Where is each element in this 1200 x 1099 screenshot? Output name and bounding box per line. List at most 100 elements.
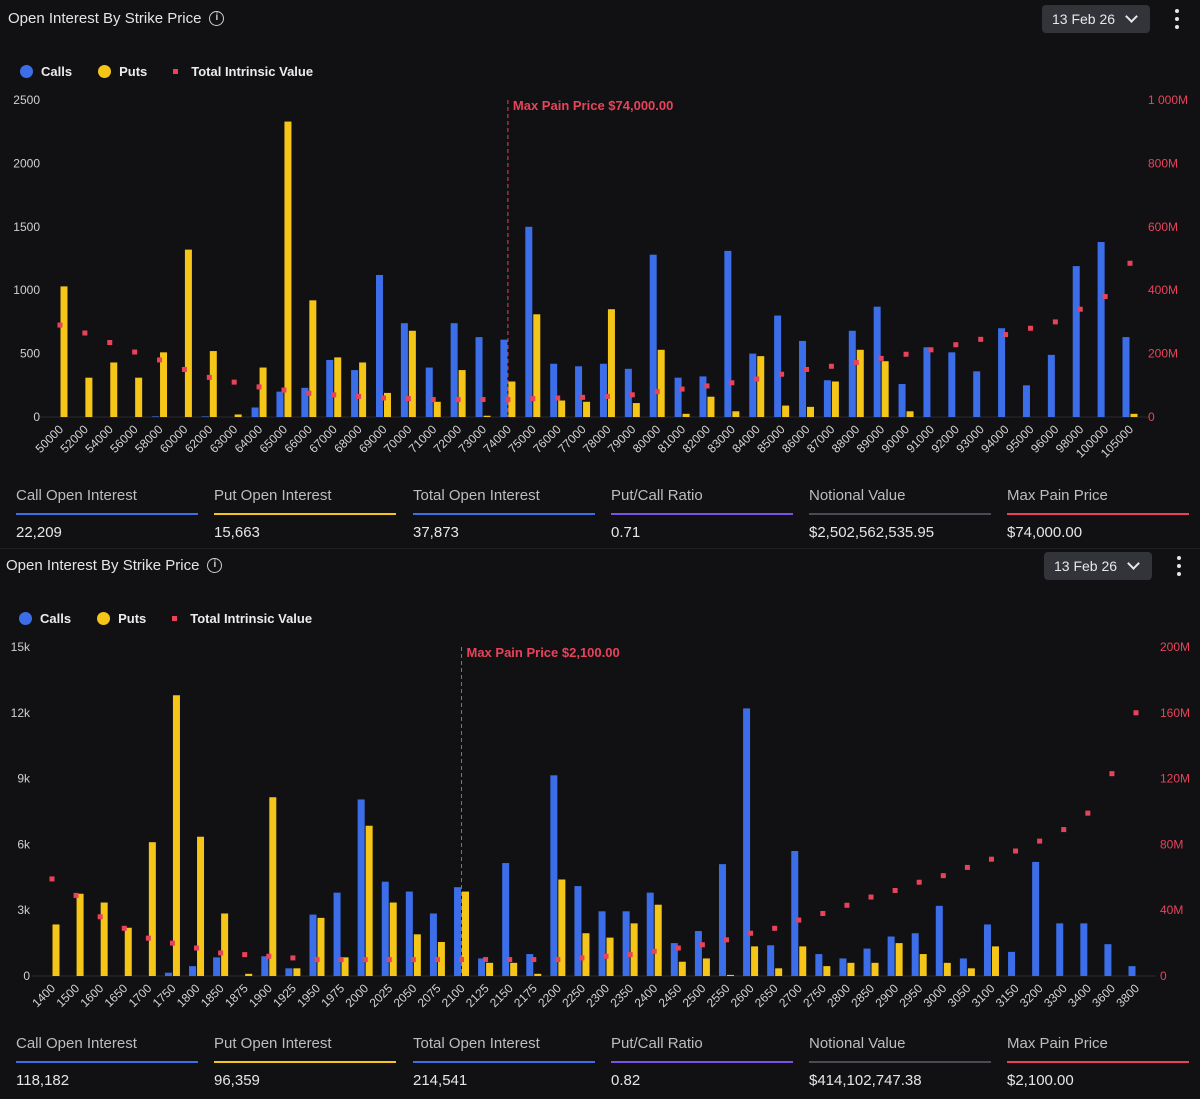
- point-tiv-1850[interactable]: [218, 950, 224, 956]
- bar-puts-105000[interactable]: [1130, 413, 1138, 417]
- point-tiv-1925[interactable]: [290, 955, 296, 961]
- point-tiv-67000[interactable]: [331, 392, 337, 398]
- point-tiv-3800[interactable]: [1133, 710, 1139, 716]
- bar-calls-2350[interactable]: [622, 911, 630, 976]
- point-tiv-1950[interactable]: [314, 957, 320, 963]
- bar-puts-52000[interactable]: [85, 377, 93, 417]
- point-tiv-70000[interactable]: [405, 396, 411, 402]
- bar-puts-2900[interactable]: [895, 943, 903, 976]
- bar-puts-3000[interactable]: [943, 962, 951, 976]
- point-tiv-90000[interactable]: [903, 351, 909, 357]
- bar-puts-63000[interactable]: [234, 414, 242, 417]
- bar-puts-2025[interactable]: [389, 902, 397, 976]
- bar-puts-62000[interactable]: [209, 351, 217, 417]
- bar-puts-1850[interactable]: [221, 913, 229, 976]
- bar-calls-83000[interactable]: [724, 250, 732, 417]
- point-tiv-2000[interactable]: [362, 957, 368, 963]
- bar-calls-1850[interactable]: [213, 957, 221, 976]
- bar-calls-2125[interactable]: [478, 958, 486, 976]
- bar-calls-3200[interactable]: [1032, 861, 1040, 976]
- point-tiv-2650[interactable]: [772, 925, 778, 931]
- bar-puts-1950[interactable]: [317, 917, 325, 976]
- bar-puts-76000[interactable]: [558, 400, 566, 417]
- bar-puts-2125[interactable]: [486, 962, 494, 976]
- bar-calls-3800[interactable]: [1128, 966, 1136, 976]
- point-tiv-93000[interactable]: [978, 336, 984, 342]
- date-select[interactable]: 13 Feb 26: [1042, 5, 1150, 33]
- bar-puts-87000[interactable]: [831, 381, 839, 417]
- bar-calls-77000[interactable]: [575, 366, 583, 417]
- bar-puts-78000[interactable]: [607, 309, 615, 417]
- bar-calls-100000[interactable]: [1097, 242, 1105, 417]
- bar-calls-79000[interactable]: [624, 368, 632, 417]
- bar-calls-62000[interactable]: [201, 416, 209, 417]
- point-tiv-91000[interactable]: [928, 347, 934, 353]
- point-tiv-81000[interactable]: [679, 386, 685, 392]
- bar-puts-2750[interactable]: [823, 966, 831, 976]
- bar-puts-77000[interactable]: [583, 401, 591, 417]
- bar-calls-3600[interactable]: [1104, 944, 1112, 976]
- bar-calls-85000[interactable]: [774, 315, 782, 417]
- bar-calls-1975[interactable]: [333, 892, 341, 976]
- bar-puts-69000[interactable]: [383, 392, 391, 417]
- bar-puts-70000[interactable]: [408, 330, 416, 417]
- point-tiv-75000[interactable]: [530, 396, 536, 402]
- point-tiv-2250[interactable]: [579, 955, 585, 961]
- bar-calls-105000[interactable]: [1122, 337, 1130, 417]
- bar-calls-84000[interactable]: [749, 353, 757, 417]
- bar-calls-90000[interactable]: [898, 384, 906, 417]
- bar-calls-73000[interactable]: [475, 337, 483, 417]
- bar-calls-2300[interactable]: [598, 911, 606, 976]
- bar-calls-86000[interactable]: [799, 340, 807, 417]
- bar-calls-65000[interactable]: [276, 391, 284, 417]
- bar-puts-2175[interactable]: [534, 973, 542, 976]
- point-tiv-54000[interactable]: [107, 340, 113, 346]
- bar-calls-2400[interactable]: [646, 892, 654, 976]
- bar-calls-96000[interactable]: [1047, 354, 1055, 417]
- point-tiv-2900[interactable]: [892, 887, 898, 893]
- point-tiv-98000[interactable]: [1077, 306, 1083, 312]
- bar-puts-1400[interactable]: [52, 924, 60, 976]
- point-tiv-1975[interactable]: [338, 957, 344, 963]
- bar-puts-2150[interactable]: [510, 962, 518, 976]
- legend-item-calls[interactable]: Calls: [19, 611, 71, 626]
- point-tiv-100000[interactable]: [1102, 294, 1108, 300]
- info-icon[interactable]: i: [209, 11, 225, 26]
- point-tiv-58000[interactable]: [157, 357, 163, 363]
- bar-puts-1975[interactable]: [341, 957, 349, 976]
- point-tiv-1900[interactable]: [266, 953, 272, 959]
- bar-calls-98000[interactable]: [1072, 266, 1080, 417]
- point-tiv-2950[interactable]: [916, 879, 922, 885]
- bar-puts-1925[interactable]: [293, 968, 301, 976]
- bar-calls-58000[interactable]: [152, 416, 160, 417]
- date-select[interactable]: 13 Feb 26: [1044, 552, 1152, 580]
- bar-calls-2075[interactable]: [429, 913, 437, 976]
- bar-calls-2500[interactable]: [694, 931, 702, 976]
- point-tiv-63000[interactable]: [231, 379, 237, 385]
- point-tiv-1750[interactable]: [169, 940, 175, 946]
- point-tiv-82000[interactable]: [704, 383, 710, 389]
- point-tiv-88000[interactable]: [853, 359, 859, 365]
- point-tiv-50000[interactable]: [57, 322, 63, 328]
- bar-calls-2050[interactable]: [405, 891, 413, 976]
- bar-puts-2250[interactable]: [582, 933, 590, 976]
- bar-calls-3100[interactable]: [983, 924, 991, 976]
- bar-puts-1900[interactable]: [269, 797, 277, 976]
- point-tiv-3600[interactable]: [1109, 771, 1115, 777]
- bar-puts-2950[interactable]: [919, 954, 927, 976]
- bar-calls-70000[interactable]: [400, 323, 408, 417]
- point-tiv-95000[interactable]: [1027, 325, 1033, 331]
- bar-calls-82000[interactable]: [699, 376, 707, 417]
- bar-puts-84000[interactable]: [757, 356, 765, 417]
- point-tiv-76000[interactable]: [555, 395, 561, 401]
- bar-puts-89000[interactable]: [881, 361, 889, 417]
- bar-puts-2650[interactable]: [775, 968, 783, 976]
- bar-calls-3300[interactable]: [1056, 923, 1064, 976]
- point-tiv-3200[interactable]: [1037, 838, 1043, 844]
- point-tiv-77000[interactable]: [580, 394, 586, 400]
- point-tiv-3150[interactable]: [1013, 848, 1019, 854]
- bar-puts-2075[interactable]: [437, 942, 445, 976]
- bar-calls-1950[interactable]: [309, 914, 317, 976]
- bar-puts-50000[interactable]: [60, 286, 68, 417]
- bar-puts-68000[interactable]: [359, 362, 367, 417]
